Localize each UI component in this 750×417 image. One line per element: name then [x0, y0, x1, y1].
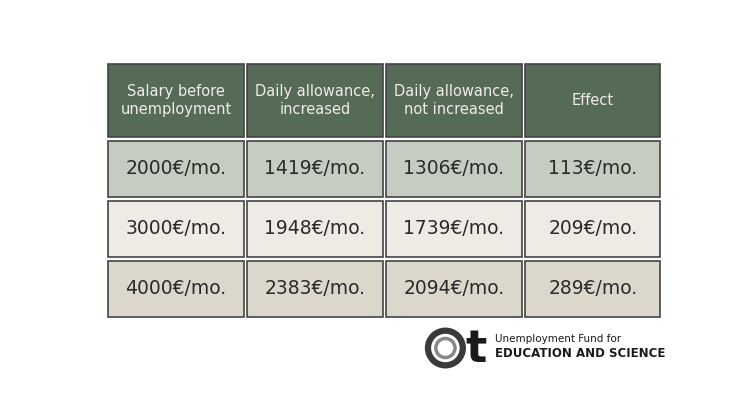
Text: Daily allowance,
increased: Daily allowance, increased	[255, 84, 375, 117]
Text: Salary before
unemployment: Salary before unemployment	[120, 84, 232, 117]
Text: 1306€/mo.: 1306€/mo.	[404, 159, 504, 178]
FancyBboxPatch shape	[525, 65, 661, 137]
Text: EDUCATION AND SCIENCE: EDUCATION AND SCIENCE	[495, 347, 665, 360]
FancyBboxPatch shape	[108, 141, 244, 197]
Text: 2383€/mo.: 2383€/mo.	[265, 279, 365, 298]
FancyBboxPatch shape	[386, 65, 521, 137]
FancyBboxPatch shape	[525, 141, 661, 197]
Text: 1739€/mo.: 1739€/mo.	[404, 219, 504, 238]
FancyBboxPatch shape	[108, 261, 244, 317]
FancyBboxPatch shape	[248, 141, 382, 197]
Text: Daily allowance,
not increased: Daily allowance, not increased	[394, 84, 514, 117]
Text: 4000€/mo.: 4000€/mo.	[125, 279, 226, 298]
Text: t: t	[465, 328, 486, 371]
FancyBboxPatch shape	[248, 65, 382, 137]
Text: 3000€/mo.: 3000€/mo.	[125, 219, 226, 238]
Text: 2000€/mo.: 2000€/mo.	[125, 159, 226, 178]
FancyBboxPatch shape	[248, 261, 382, 317]
FancyBboxPatch shape	[525, 201, 661, 257]
Text: 2094€/mo.: 2094€/mo.	[404, 279, 505, 298]
Text: 209€/mo.: 209€/mo.	[548, 219, 638, 238]
Text: 1948€/mo.: 1948€/mo.	[264, 219, 365, 238]
Text: Effect: Effect	[572, 93, 614, 108]
FancyBboxPatch shape	[386, 141, 521, 197]
FancyBboxPatch shape	[525, 261, 661, 317]
FancyBboxPatch shape	[386, 201, 521, 257]
FancyBboxPatch shape	[108, 201, 244, 257]
Text: 289€/mo.: 289€/mo.	[548, 279, 638, 298]
FancyBboxPatch shape	[108, 65, 244, 137]
Text: Unemployment Fund for: Unemployment Fund for	[495, 334, 621, 344]
FancyBboxPatch shape	[386, 261, 521, 317]
FancyBboxPatch shape	[248, 201, 382, 257]
Text: 1419€/mo.: 1419€/mo.	[264, 159, 365, 178]
Text: 113€/mo.: 113€/mo.	[548, 159, 638, 178]
